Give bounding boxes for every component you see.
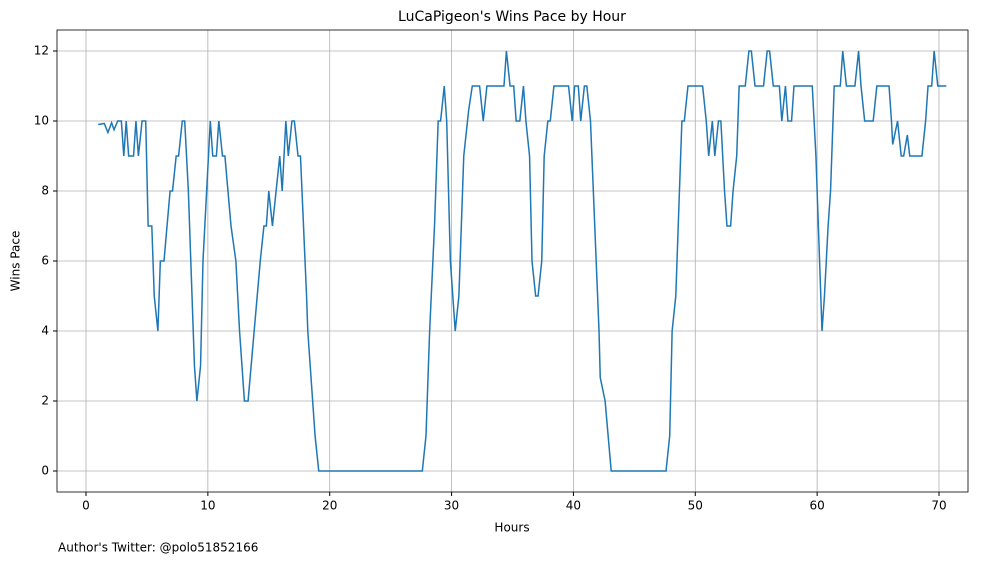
x-tick-label: 10 [200,499,215,513]
data-line [98,50,947,472]
x-tick-label: 20 [322,499,337,513]
x-tick-label: 70 [931,499,946,513]
y-tick-label: 8 [41,184,49,198]
footnote: Author's Twitter: @polo51852166 [58,541,258,555]
y-tick-label: 2 [41,394,49,408]
y-tick-label: 10 [34,114,49,128]
y-tick-label: 6 [41,254,49,268]
chart-title: LuCaPigeon's Wins Pace by Hour [398,9,626,25]
x-axis-label: Hours [494,521,529,535]
y-tick-label: 4 [41,324,49,338]
x-tick-label: 50 [688,499,703,513]
plot-frame [56,29,969,493]
x-tick-label: 30 [444,499,459,513]
x-tick-label: 40 [566,499,581,513]
y-axis-label: Wins Pace [9,231,23,292]
x-tick-label: 0 [82,499,90,513]
y-tick-label: 12 [34,44,49,58]
y-tick-label: 0 [41,464,49,478]
x-tick-label: 60 [810,499,825,513]
